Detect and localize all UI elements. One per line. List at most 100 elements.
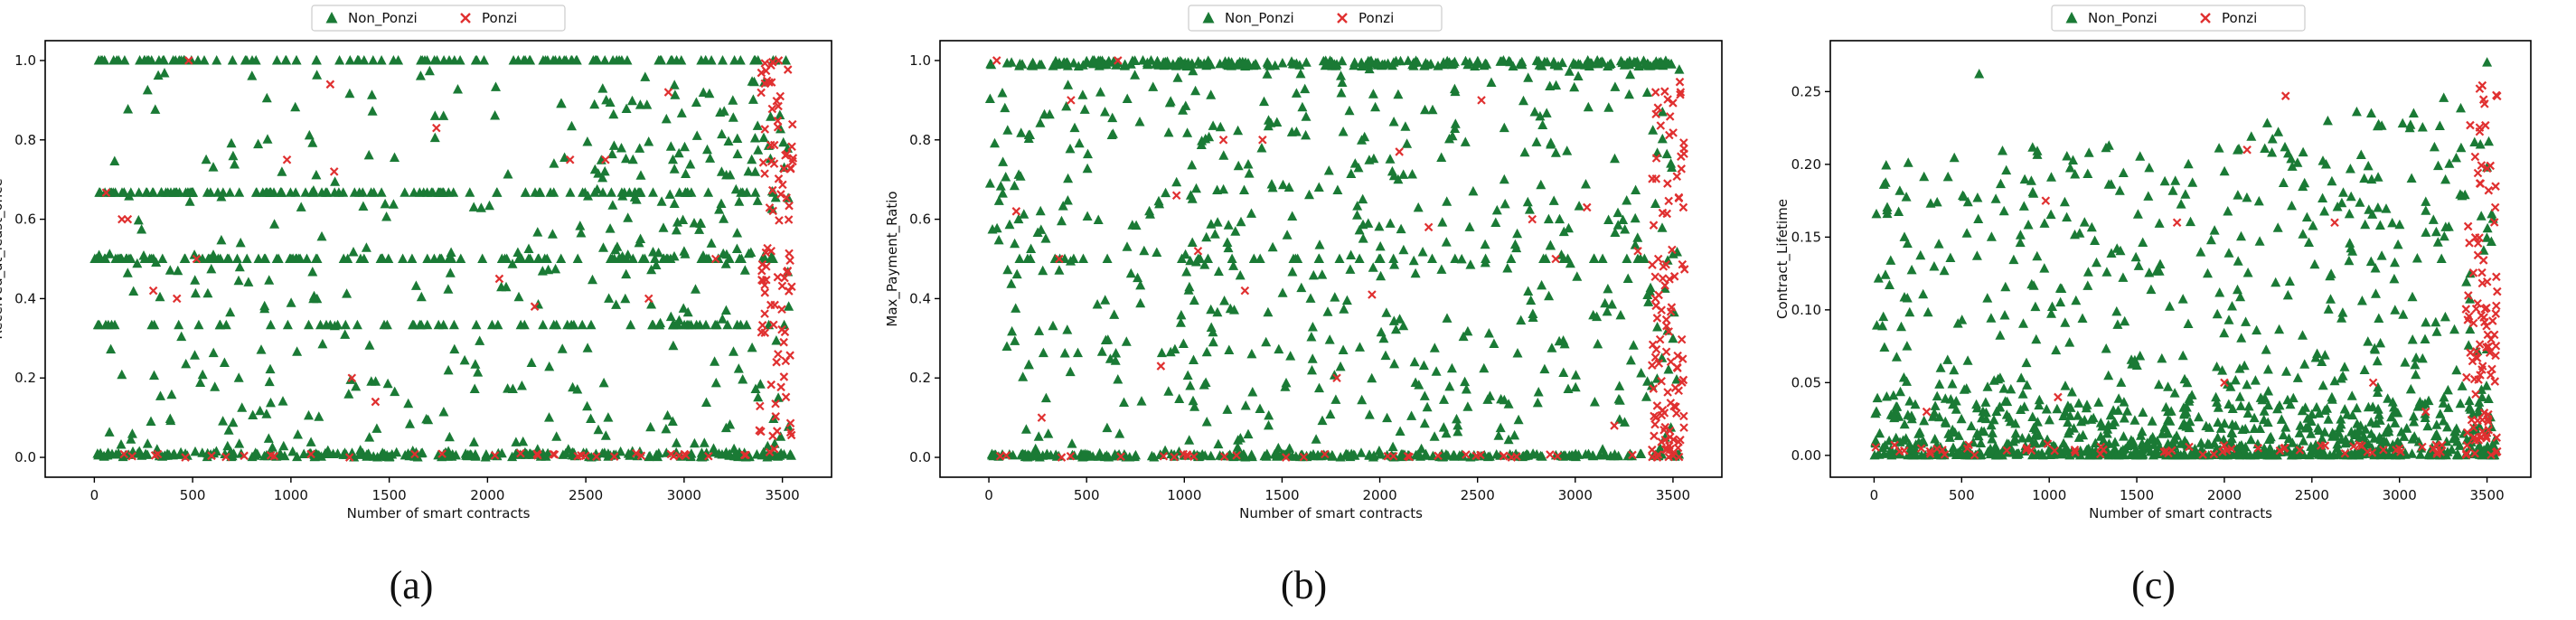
non-ponzi-point	[1903, 409, 1913, 419]
non-ponzi-point	[1903, 157, 1913, 167]
ponzi-point	[2468, 268, 2478, 277]
non-ponzi-point	[653, 447, 664, 458]
non-ponzi-point	[2451, 423, 2462, 433]
non-ponzi-point	[586, 413, 597, 423]
ponzi-point	[1219, 452, 1229, 461]
non-ponzi-point	[1502, 263, 1513, 273]
non-ponzi-point	[2154, 266, 2165, 276]
panel-label: (a)	[390, 563, 434, 607]
non-ponzi-point	[2135, 351, 2146, 361]
non-ponzi-point	[1385, 218, 1396, 228]
ponzi-point	[432, 123, 441, 133]
non-ponzi-point	[1539, 363, 1550, 374]
non-ponzi-point	[334, 187, 344, 197]
non-ponzi-point	[382, 378, 393, 389]
non-ponzi-point	[1095, 87, 1105, 97]
non-ponzi-point	[617, 191, 628, 201]
non-ponzi-point	[1442, 313, 1453, 323]
ponzi-point	[1678, 202, 1688, 212]
non-ponzi-point	[565, 187, 576, 197]
non-ponzi-point	[1139, 245, 1150, 256]
non-ponzi-point	[2420, 412, 2430, 422]
non-ponzi-point	[720, 305, 731, 315]
non-ponzi-point	[1161, 187, 1171, 198]
non-ponzi-point	[716, 198, 727, 208]
non-ponzi-point	[2451, 364, 2462, 375]
non-ponzi-point	[1375, 240, 1386, 251]
non-ponzi-point	[1054, 265, 1065, 275]
non-ponzi-point	[556, 253, 567, 263]
non-ponzi-point	[2252, 324, 2262, 335]
chart-panel-1: 0 500 1000 1500 2000 2500 3000 35000.00.20.40.6…	[0, 5, 832, 607]
ponzi-point	[787, 119, 797, 129]
non-ponzi-point	[2417, 122, 2428, 132]
y-tick-label: 0.15	[1791, 229, 1821, 245]
non-ponzi-point	[559, 152, 570, 162]
non-ponzi-point	[2180, 189, 2191, 199]
ponzi-point	[785, 249, 794, 258]
non-ponzi-point	[1523, 286, 1534, 296]
non-ponzi-point	[1267, 241, 1278, 252]
non-ponzi-point	[729, 55, 740, 65]
non-ponzi-point	[710, 319, 720, 330]
non-ponzi-point	[166, 389, 177, 399]
non-ponzi-point	[1952, 447, 1963, 457]
non-ponzi-point	[475, 335, 485, 345]
non-ponzi-point	[1571, 370, 1581, 380]
non-ponzi-point	[1239, 184, 1249, 194]
non-ponzi-point	[1256, 143, 1267, 153]
non-ponzi-point	[2332, 202, 2343, 211]
non-ponzi-point	[282, 319, 293, 330]
y-axis-label: Received_at_least_once	[0, 178, 6, 339]
non-ponzi-point	[766, 111, 776, 121]
non-ponzi-point	[1398, 320, 1409, 331]
non-ponzi-point	[2233, 284, 2242, 295]
non-ponzi-point	[1265, 117, 1276, 127]
non-ponzi-point	[2214, 287, 2225, 297]
non-ponzi-point	[537, 266, 548, 276]
y-tick-label: 0.2	[14, 370, 36, 386]
ponzi-point	[2476, 179, 2486, 188]
non-ponzi-point	[1208, 120, 1218, 130]
non-ponzi-point	[512, 247, 523, 257]
non-ponzi-point	[1668, 333, 1678, 343]
ponzi-point	[2489, 218, 2499, 227]
non-ponzi-point	[1453, 419, 1463, 430]
non-ponzi-point	[2448, 433, 2458, 444]
non-ponzi-point	[1480, 239, 1490, 249]
non-ponzi-point	[2088, 412, 2099, 423]
non-ponzi-point	[1103, 334, 1114, 344]
non-ponzi-point	[2154, 218, 2165, 228]
non-ponzi-point	[2306, 428, 2317, 438]
non-ponzi-point	[730, 183, 741, 194]
x-tick-label: 3000	[667, 487, 701, 503]
non-ponzi-point	[2455, 398, 2466, 409]
non-ponzi-point	[523, 253, 534, 263]
non-ponzi-point	[1934, 379, 1945, 389]
non-ponzi-point	[2336, 313, 2347, 323]
non-ponzi-point	[2212, 308, 2223, 319]
non-ponzi-point	[368, 55, 379, 65]
non-ponzi-point	[355, 445, 366, 455]
non-ponzi-point	[447, 253, 457, 263]
non-ponzi-point	[1410, 268, 1421, 278]
non-ponzi-point	[111, 55, 122, 65]
non-ponzi-point	[1233, 160, 1244, 171]
non-ponzi-point	[1148, 81, 1159, 91]
non-ponzi-point	[280, 55, 291, 65]
ponzi-point	[2463, 315, 2473, 324]
non-ponzi-point	[547, 229, 558, 239]
non-ponzi-point	[315, 319, 325, 330]
non-ponzi-point	[201, 154, 212, 164]
non-ponzi-point	[1113, 374, 1123, 384]
non-ponzi-point	[1442, 196, 1453, 206]
non-ponzi-point	[1614, 380, 1625, 390]
non-ponzi-point	[671, 437, 682, 447]
non-ponzi-point	[2098, 435, 2109, 446]
non-ponzi-point	[136, 224, 147, 234]
x-tick-label: 3000	[2383, 487, 2417, 503]
non-ponzi-point	[1419, 418, 1430, 428]
non-ponzi-point	[2355, 149, 2366, 159]
non-ponzi-point	[1001, 172, 1011, 182]
non-ponzi-point	[2336, 197, 2347, 208]
